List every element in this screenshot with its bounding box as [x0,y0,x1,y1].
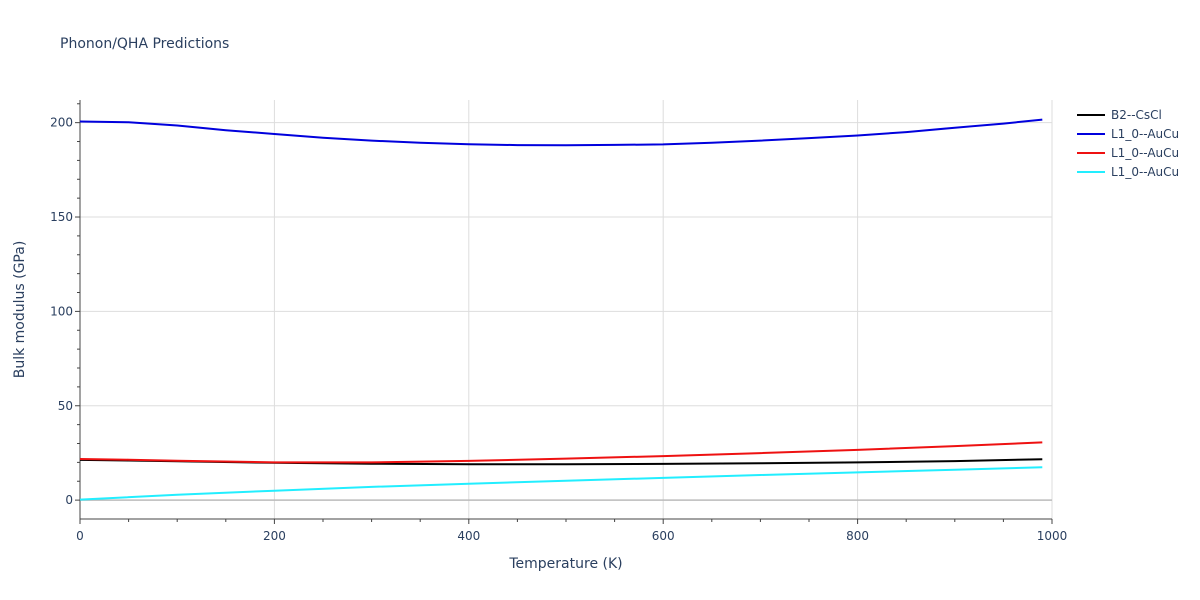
axes: 0 200 400 600 800 1000 0 50 100 150 200 [50,100,1067,543]
legend-item-1[interactable]: L1_0--AuCu [1077,127,1179,141]
legend-item-3[interactable]: L1_0--AuCu [1077,165,1179,179]
x-tick-label: 600 [652,529,675,543]
x-tick-label: 0 [76,529,84,543]
grid-lines [80,100,1053,519]
x-axis-title: Temperature (K) [508,556,622,572]
legend-label: L1_0--AuCu [1111,146,1179,160]
x-tick-label: 800 [846,529,869,543]
y-tick-label: 150 [50,210,73,224]
x-tick-label: 200 [263,529,286,543]
x-tick-label: 400 [457,529,480,543]
series-lines [79,118,1043,501]
series-line-2 [79,441,1043,464]
x-tick-label: 1000 [1037,529,1068,543]
series-line-1 [79,118,1043,147]
legend-label: L1_0--AuCu [1111,127,1179,141]
legend[interactable]: B2--CsCl L1_0--AuCu L1_0--AuCu L1_0--AuCu [1077,108,1179,179]
legend-item-0[interactable]: B2--CsCl [1077,108,1162,122]
legend-label: B2--CsCl [1111,108,1162,122]
series-line-3 [79,466,1043,501]
y-tick-label: 50 [58,399,73,413]
legend-label: L1_0--AuCu [1111,165,1179,179]
y-tick-label: 200 [50,116,73,130]
legend-item-2[interactable]: L1_0--AuCu [1077,146,1179,160]
y-axis-title: Bulk modulus (GPa) [12,241,28,379]
chart-title: Phonon/QHA Predictions [60,36,230,52]
y-tick-label: 100 [50,304,73,318]
y-tick-label: 0 [65,493,73,507]
